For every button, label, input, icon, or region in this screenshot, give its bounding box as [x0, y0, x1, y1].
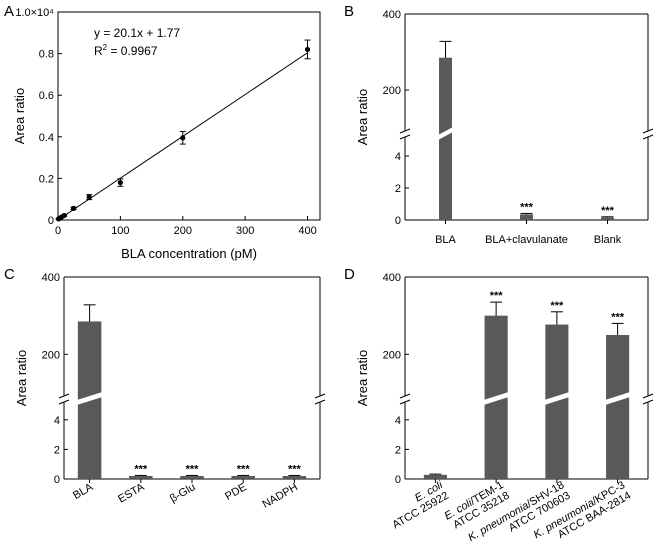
panel-a-ylabel: Area ratio: [12, 88, 27, 144]
panel-a-ytick-label: 1.0×10⁴: [15, 7, 54, 19]
panel-b-bar-break: [438, 127, 453, 140]
panel-a-xtick-label: 100: [111, 225, 129, 237]
panel-d-ytick-label: 400: [383, 272, 401, 284]
panel-c-category-label: NADPH: [261, 481, 300, 511]
panel-b-category-label: BLA+clavulanate: [485, 234, 568, 246]
panel-b-significance: ***: [520, 201, 534, 213]
panel-d-significance: ***: [611, 311, 625, 323]
panel-c-axis-break: [58, 399, 70, 405]
panel-c-category-label: β-Glu: [168, 481, 197, 505]
panel-a-ytick-label: 0.6: [39, 90, 54, 102]
panel-d-bar: [606, 335, 630, 479]
panel-c-ytick-label: 0: [54, 474, 60, 486]
panel-d-ytick-label: 0: [395, 474, 401, 486]
panel-a-equation: y = 20.1x + 1.77: [94, 26, 180, 40]
panel-c-category-label: ESTA: [116, 481, 147, 506]
panel-b-ytick-label: 0: [395, 215, 401, 227]
panel-a-point: [180, 135, 186, 141]
panel-b-axis-break: [399, 128, 411, 134]
panel-a-ytick-label: 0: [48, 215, 54, 227]
panel-a-frame: [57, 11, 321, 221]
panel-d-axis-break: [642, 393, 654, 399]
panel-d-bar-break: [544, 392, 570, 405]
panel-a-ytick-label: 0.8: [39, 49, 54, 61]
panel-d-bar-break: [483, 392, 509, 405]
panel-d-bar: [545, 324, 569, 479]
panel-a-r2: R2 = 0.9967: [94, 43, 158, 58]
panel-a-point: [304, 46, 311, 53]
panel-b-ytick-label: 4: [395, 151, 401, 163]
panel-a-label: A: [4, 3, 14, 20]
panel-a-xlabel: BLA concentration (pM): [121, 246, 257, 261]
panel-c-significance: ***: [134, 463, 148, 475]
panel-c-ytick-label: 4: [54, 415, 60, 427]
panel-c-significance: ***: [186, 463, 200, 475]
panel-d-bar-break: [605, 392, 631, 405]
panel-b-ylabel: Area ratio: [355, 89, 370, 145]
panel-b-axis-break: [642, 134, 654, 140]
panel-c-ytick-label: 200: [42, 349, 60, 361]
panel-d-bar: [423, 474, 447, 479]
panel-c-axis-break: [58, 393, 70, 399]
panel-c-label: C: [4, 266, 15, 283]
panel-c-ylabel: Area ratio: [14, 350, 29, 406]
panel-c-category-label: BLA: [71, 481, 96, 502]
panel-a-xtick-label: 400: [298, 225, 316, 237]
panel-a-xtick-label: 0: [55, 225, 61, 237]
panel-c-significance: ***: [288, 463, 302, 475]
panel-b-category-label: BLA: [435, 234, 456, 246]
panel-a-point: [61, 212, 67, 219]
panel-d-axis-break: [399, 399, 411, 405]
panel-b-bar: [601, 217, 614, 220]
panel-b-category-label: Blank: [594, 234, 622, 246]
panel-c-bar: [180, 476, 204, 479]
panel-d-label: D: [344, 266, 355, 283]
panel-c-bar: [129, 476, 153, 479]
panel-c-axis-break: [314, 399, 326, 405]
panel-a-xtick-label: 300: [236, 225, 254, 237]
panel-c-ytick-label: 2: [54, 444, 60, 456]
panel-d-ytick-label: 200: [383, 349, 401, 361]
panel-a-ytick-label: 0.4: [39, 132, 54, 144]
panel-a-point: [70, 205, 77, 211]
panel-b-bar: [520, 214, 533, 220]
panel-d-significance: ***: [550, 300, 564, 312]
panel-a-point: [86, 194, 92, 200]
panel-a-point: [117, 179, 123, 186]
panel-d-ytick-label: 2: [395, 444, 401, 456]
panel-b-label: B: [344, 3, 354, 20]
panel-b-bar: [439, 57, 452, 221]
panel-b-ytick-label: 400: [383, 9, 401, 21]
panel-d-significance: ***: [490, 290, 504, 302]
panel-c-axis-break: [314, 393, 326, 399]
panel-b-ytick-label: 2: [395, 183, 401, 195]
panel-c-bar: [231, 476, 255, 479]
panel-a-xtick-label: 200: [174, 225, 192, 237]
panel-c-ytick-label: 400: [42, 272, 60, 284]
panel-d-axis-break: [642, 399, 654, 405]
panel-c-bar: [282, 476, 307, 479]
panel-c-category-label: PDE: [223, 481, 249, 503]
panel-b-axis-break: [642, 128, 654, 134]
panel-b-ytick-label: 200: [383, 85, 401, 97]
panel-d-ytick-label: 4: [395, 415, 401, 427]
panel-a-ytick-label: 0.2: [39, 173, 54, 185]
panel-b-significance: ***: [601, 205, 615, 217]
panel-b-axis-break: [399, 134, 411, 140]
panel-d-ylabel: Area ratio: [355, 350, 370, 406]
panel-d-axis-break: [399, 393, 411, 399]
panel-c-bar-break: [76, 392, 103, 405]
panel-c-significance: ***: [237, 463, 251, 475]
